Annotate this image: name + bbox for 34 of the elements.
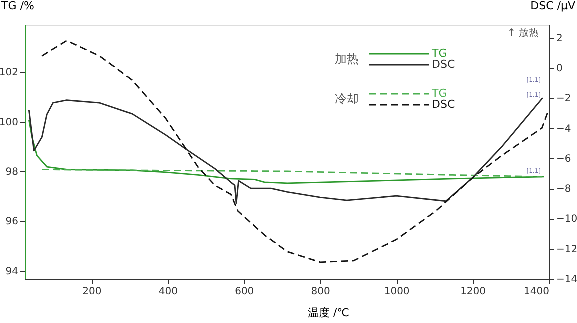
- text: DSC: [432, 98, 456, 111]
- y-tick-label: 96: [6, 216, 18, 228]
- x-tick-label: 600: [235, 286, 254, 298]
- x-tick-label: 1200: [460, 286, 486, 298]
- y2-axis-title: DSC /μV: [530, 0, 576, 12]
- y2-tick-label: −10: [556, 214, 577, 226]
- y2-tick-label: −4: [556, 124, 572, 135]
- line-series: [41, 169, 543, 178]
- y2-tick-label: −8: [556, 184, 572, 196]
- text: TG: [431, 87, 448, 100]
- text: TG: [431, 47, 448, 60]
- y-tick-label: 102: [0, 68, 18, 79]
- y2-tick-label: −2: [556, 94, 572, 105]
- x-tick-label: 400: [158, 286, 178, 298]
- y2-tick-label: 0: [556, 63, 563, 74]
- text: DSC: [432, 58, 456, 71]
- y2-tick-label: −6: [556, 154, 572, 165]
- y-tick-label: 100: [0, 117, 18, 128]
- y-axis-title: TG /%: [0, 0, 34, 12]
- x-tick-label: 800: [311, 286, 330, 298]
- annotation: 冷却: [335, 92, 359, 106]
- x-tick-label: 1000: [384, 286, 410, 298]
- y2-tick-label: −12: [556, 244, 577, 256]
- annotation: 加热: [335, 52, 359, 66]
- x-tick-label: 200: [82, 286, 102, 298]
- x-axis-title: 温度 /℃: [308, 306, 350, 320]
- annotation: ↑ 放热: [507, 28, 539, 39]
- y2-tick-label: 2: [556, 33, 563, 44]
- line-series: [41, 40, 549, 264]
- y-tick-label: 94: [6, 266, 18, 278]
- x-tick-label: 1400: [524, 286, 550, 298]
- line-series: [28, 119, 545, 184]
- y-tick-label: 98: [6, 166, 18, 178]
- y2-tick-label: −14: [556, 274, 577, 286]
